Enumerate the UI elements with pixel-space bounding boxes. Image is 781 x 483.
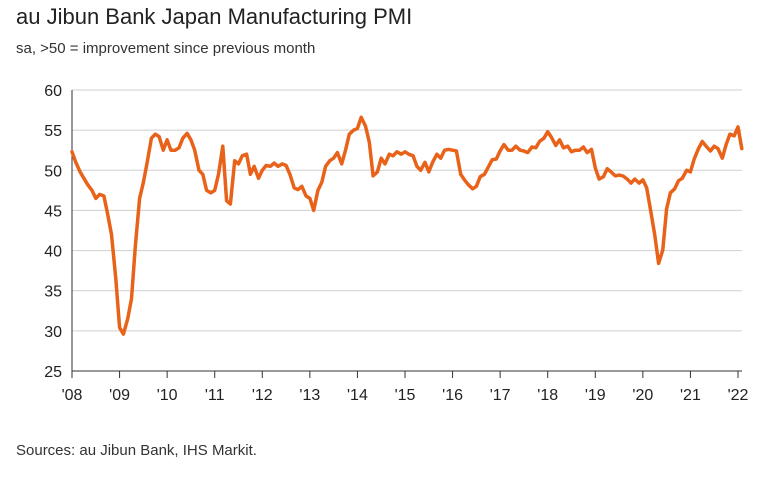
chart-subtitle: sa, >50 = improvement since previous mon… (16, 40, 316, 57)
x-tick-label: '10 (157, 387, 178, 404)
x-tick-labels: '08 '09 '10 '11 '12 '13 '14 '15 '16 '17 '18 '19 '20 '… (62, 387, 749, 404)
x-tick-label: '18 (537, 387, 558, 404)
series (70, 115, 744, 336)
y-tick-label: 30 (44, 324, 62, 341)
x-tick-label: '12 (252, 387, 273, 404)
x-tick-label: '21 (680, 387, 701, 404)
y-tick-label: 60 (44, 83, 62, 100)
x-tick-label: '17 (490, 387, 511, 404)
x-tick-label: '08 (62, 387, 83, 404)
x-tick-label: '22 (728, 387, 749, 404)
source-note: Sources: au Jibun Bank, IHS Markit. (16, 442, 257, 459)
chart-title: au Jibun Bank Japan Manufacturing PMI (16, 4, 413, 29)
axes (71, 90, 742, 378)
y-tick-labels: 25 30 35 40 45 50 55 60 (44, 83, 62, 381)
y-tick-label: 45 (44, 203, 62, 220)
x-tick-label: '19 (585, 387, 606, 404)
y-tick-label: 55 (44, 123, 62, 140)
x-tick-label: '15 (395, 387, 416, 404)
x-tick-label: '20 (632, 387, 653, 404)
series-line-pmi (70, 115, 744, 336)
x-tick-label: '13 (299, 387, 320, 404)
y-tick-label: 40 (44, 244, 62, 261)
grid-lines (72, 89, 742, 332)
x-tick-label: '11 (205, 387, 225, 404)
x-tick-label: '09 (109, 387, 130, 404)
y-tick-label: 25 (44, 364, 62, 381)
x-tick-label: '16 (442, 387, 463, 404)
x-tick-label: '14 (347, 387, 368, 404)
y-tick-label: 35 (44, 284, 62, 301)
y-tick-label: 50 (44, 163, 62, 180)
